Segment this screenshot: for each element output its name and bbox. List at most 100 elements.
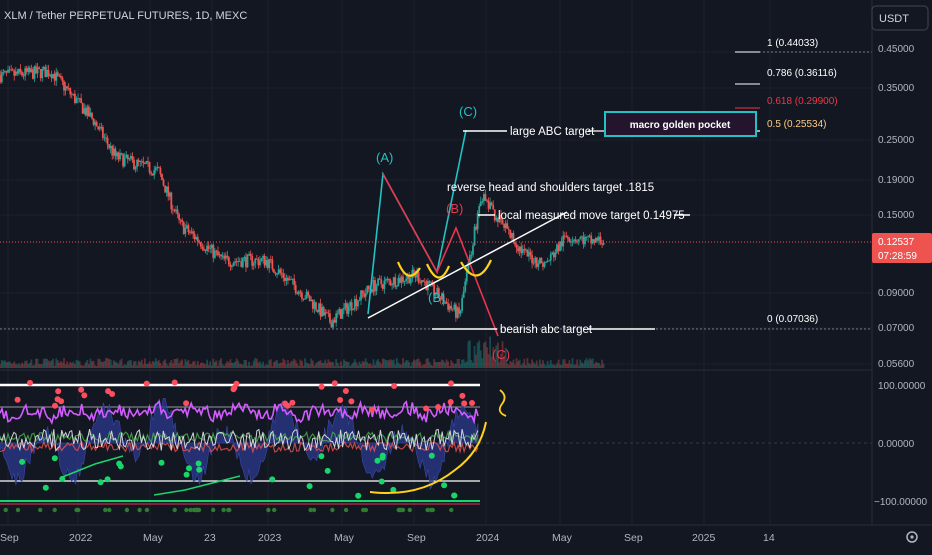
volume-bar (277, 363, 280, 368)
candle (413, 266, 415, 278)
volume-bar (366, 361, 369, 368)
white-line (0, 428, 479, 452)
sell-signal-dot (391, 383, 398, 389)
volume-bar (95, 365, 98, 368)
settings-gear-icon[interactable] (906, 531, 918, 543)
volume-bar (276, 359, 278, 368)
candle (543, 261, 546, 269)
indicator-axis[interactable]: 100.00000 0.00000 −100.00000 (874, 381, 928, 508)
candle (436, 284, 439, 298)
candle (89, 107, 92, 118)
volume-bar (364, 358, 367, 368)
volume-bar (234, 361, 236, 368)
candle (207, 241, 210, 253)
volume-bar (537, 365, 540, 368)
buy-signal-dot (428, 452, 435, 459)
candle (504, 220, 507, 233)
candle (218, 251, 221, 259)
candle (506, 219, 509, 229)
volume-bar (399, 364, 401, 368)
candle (192, 228, 194, 239)
volume-bar (447, 361, 450, 368)
baseline-dot (272, 507, 277, 513)
volume-bar (425, 358, 428, 368)
baseline-dot (144, 507, 150, 513)
volume-bar (243, 359, 246, 368)
candle (392, 276, 395, 289)
candle (377, 278, 380, 287)
price-axis[interactable]: 0.45000 0.35000 0.25000 0.19000 0.15000 … (872, 44, 932, 370)
volume-bar (226, 361, 229, 368)
volume-bar (291, 360, 294, 368)
volume-bar (106, 358, 109, 368)
candle (263, 253, 266, 269)
sell-signal-dot (469, 400, 475, 406)
candle (36, 62, 39, 79)
currency-button[interactable]: USDT (871, 5, 929, 31)
candle (28, 65, 31, 74)
volume-bar (232, 363, 235, 368)
volume-bar (165, 363, 168, 368)
sell-signal-dot (233, 380, 240, 387)
volume-bar (204, 364, 207, 368)
volume-bar (81, 365, 84, 368)
volume-bar (560, 364, 563, 368)
oscillator-area (0, 397, 479, 490)
volume-bar (470, 360, 473, 368)
time-axis[interactable]: Sep 2022 May 23 2023 May Sep 2024 May Se… (0, 532, 775, 544)
volume-bar (109, 359, 112, 368)
candle (515, 243, 518, 253)
volume-bar (70, 363, 73, 368)
candle (486, 198, 488, 203)
candle (168, 191, 171, 200)
volume-bar (490, 356, 493, 368)
volume-bar (224, 363, 227, 368)
candle (389, 278, 392, 286)
candle (363, 290, 366, 299)
candle (257, 257, 260, 269)
candle (44, 64, 47, 78)
candle (49, 73, 51, 77)
volume-bar (285, 364, 288, 368)
volume-bar (577, 365, 580, 368)
candle (405, 274, 408, 285)
volume-bar (327, 359, 330, 368)
candle (311, 299, 314, 313)
candle (395, 285, 398, 290)
candle (16, 68, 19, 76)
candle (181, 217, 184, 227)
candle (259, 255, 261, 268)
candle (288, 275, 291, 281)
volume-bar (355, 362, 358, 368)
volume-bar (305, 362, 308, 368)
candle (344, 299, 347, 311)
volume-bars (0, 336, 605, 368)
volume-bar (406, 360, 409, 368)
volume-bar (352, 362, 355, 368)
candle (105, 132, 107, 143)
volume-bar (450, 360, 453, 368)
volume-bar (510, 362, 513, 368)
candle (529, 248, 532, 260)
volume-bar (478, 340, 481, 368)
volume-bar (496, 342, 499, 368)
candle (206, 242, 208, 256)
candle (142, 156, 145, 168)
candle (378, 275, 381, 281)
candle (279, 267, 282, 276)
volume-bar (335, 359, 338, 368)
baseline-dot (103, 507, 108, 513)
candle (453, 302, 456, 312)
volume-bar (184, 359, 187, 368)
candle (145, 160, 148, 165)
candle (245, 252, 247, 272)
candle (189, 230, 191, 236)
candle (237, 256, 240, 267)
volume-bar (552, 364, 555, 368)
volume-bar (363, 361, 366, 368)
candle (195, 236, 198, 241)
fib-label-0618: 0.618 (0.29900) (767, 96, 838, 107)
sell-signal-dot (282, 400, 289, 407)
candle (277, 264, 280, 275)
